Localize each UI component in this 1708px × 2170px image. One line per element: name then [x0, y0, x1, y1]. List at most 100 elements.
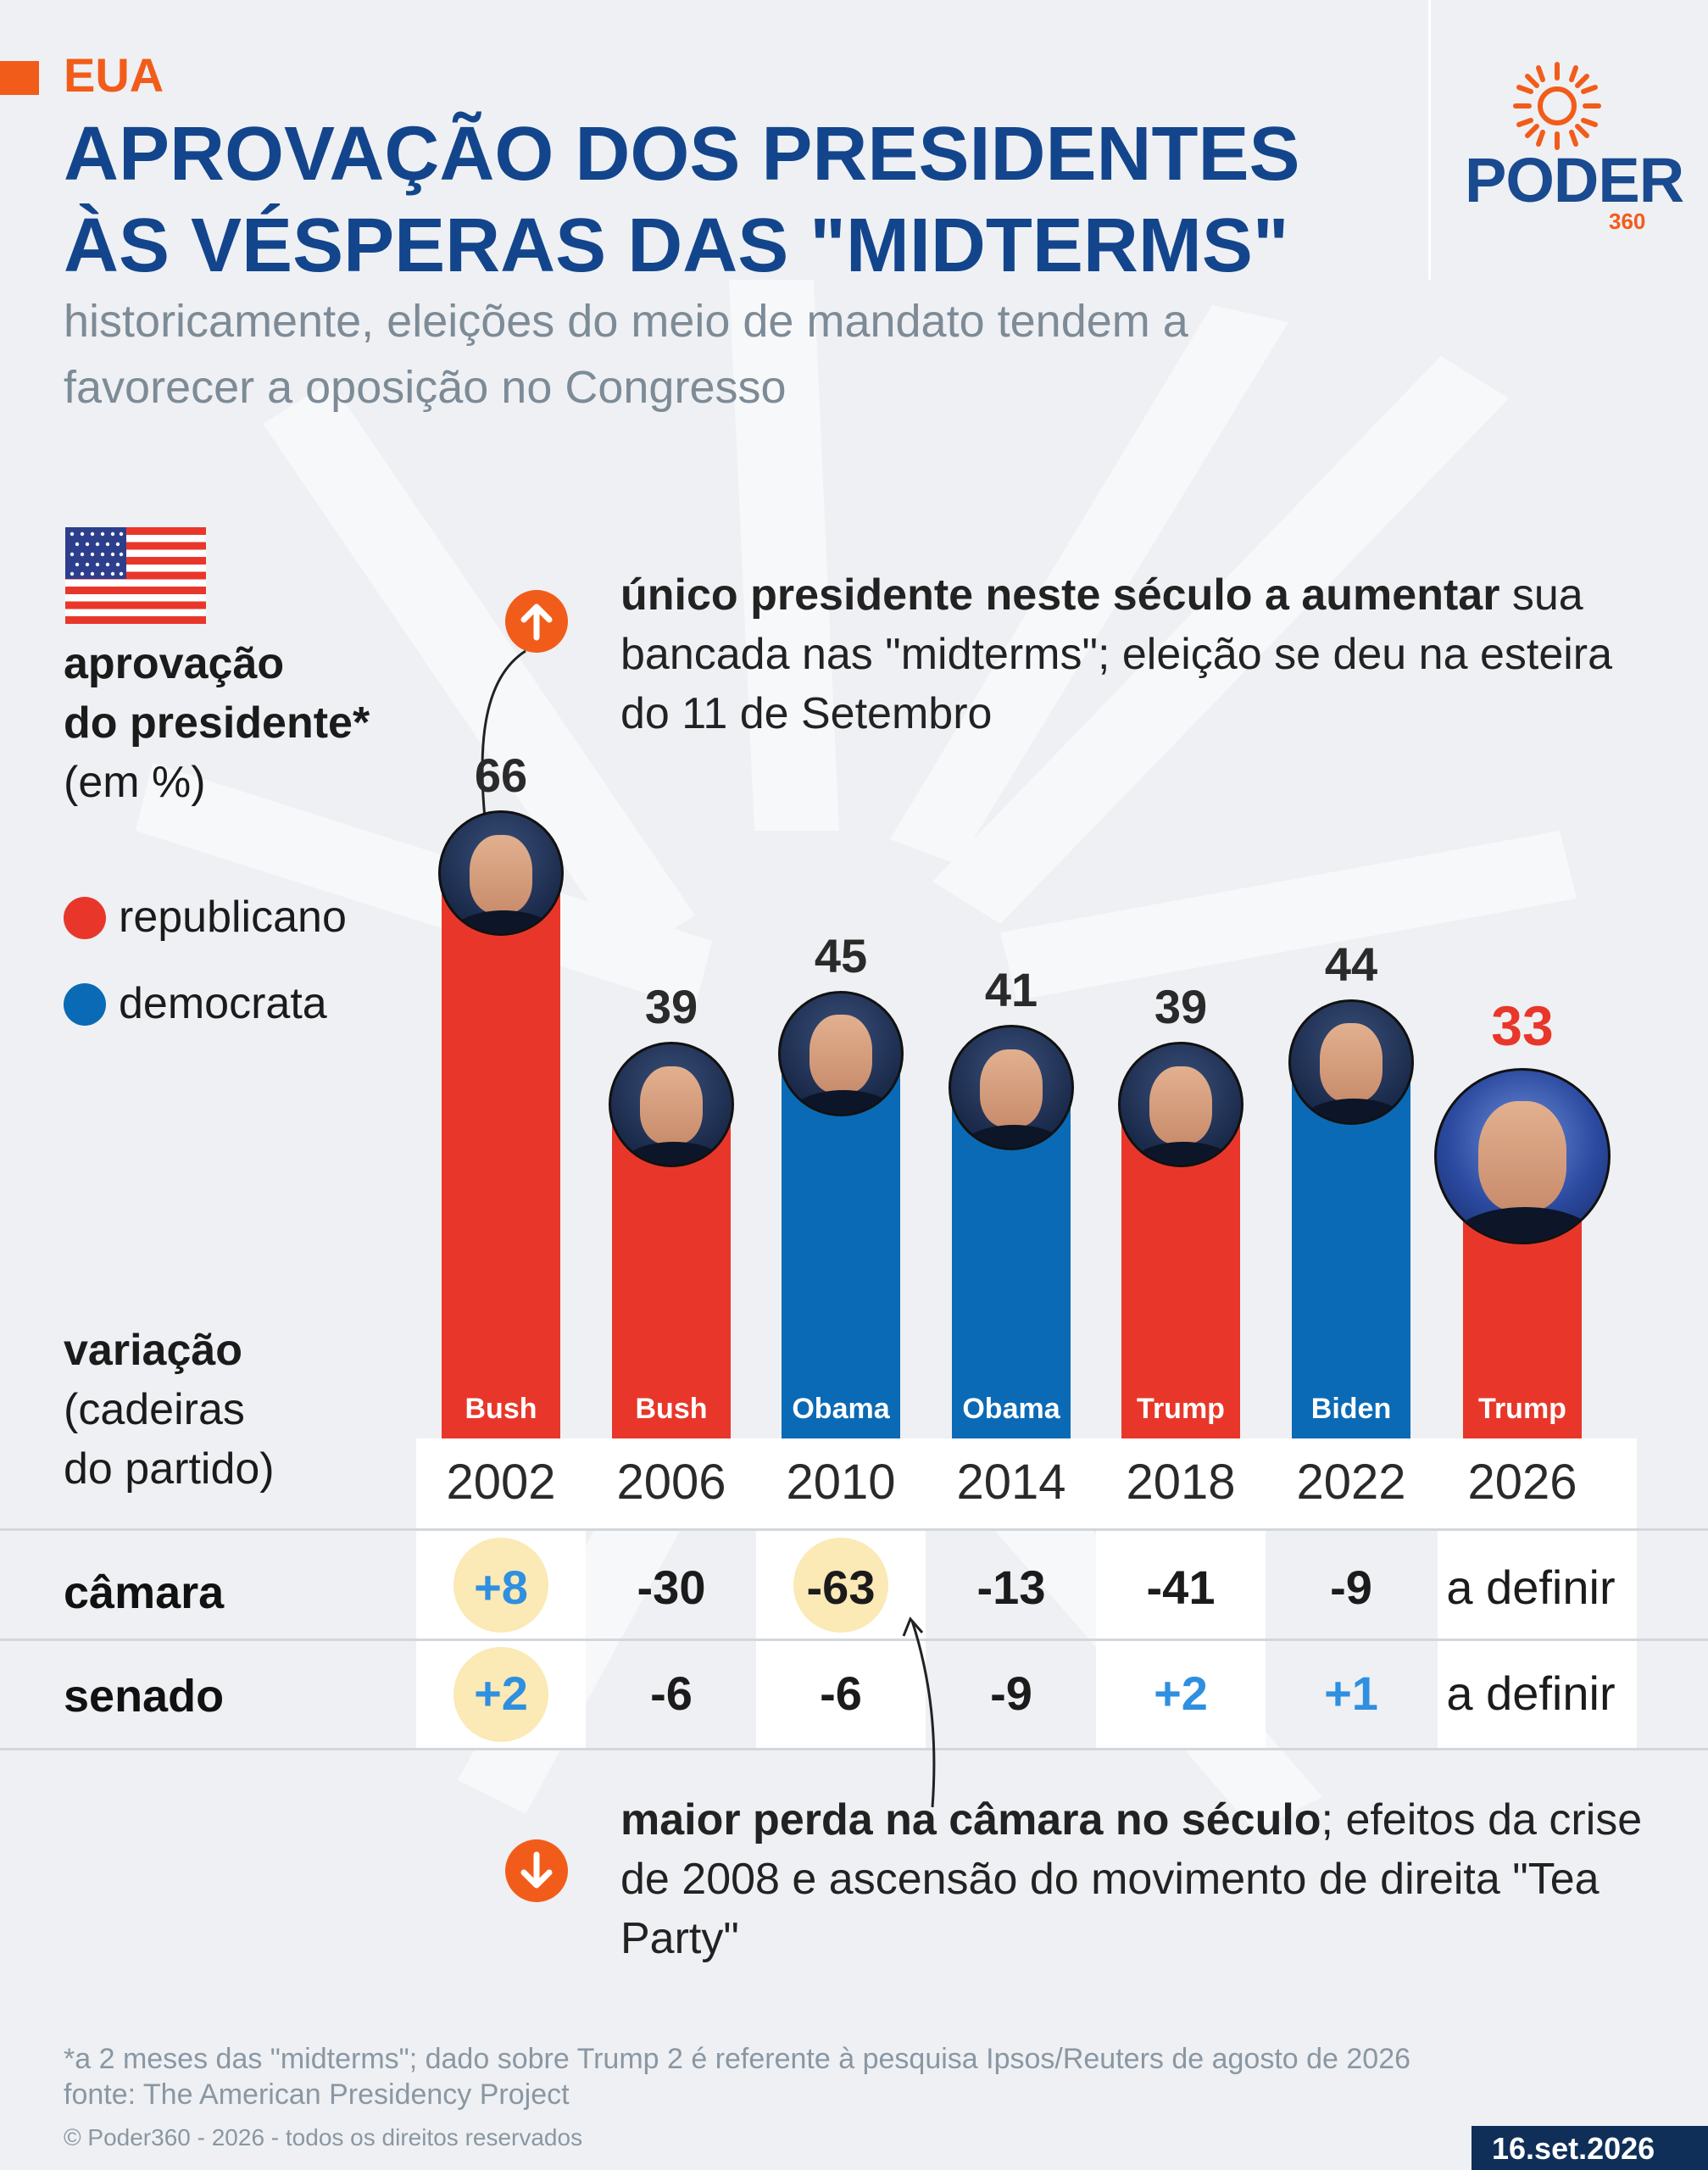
president-avatar-2006 — [609, 1042, 734, 1168]
president-name-2006: Bush — [635, 1393, 708, 1425]
annotation-bottom-bold: maior perda na câmara no século — [620, 1795, 1321, 1844]
president-name-2010: Obama — [792, 1393, 890, 1425]
house_change-cell-2002: +8 — [474, 1561, 528, 1614]
bar-2022 — [1292, 1061, 1410, 1438]
table-cell-background — [1438, 1641, 1637, 1748]
president-avatar-2022 — [1288, 999, 1414, 1125]
year-label-2014: 2014 — [956, 1455, 1066, 1510]
senate_change-cell-2014: -9 — [990, 1666, 1032, 1720]
president-suit — [1130, 1141, 1237, 1166]
value-label-2022: 44 — [1324, 937, 1378, 991]
president-suit — [450, 910, 557, 934]
year-label-2006: 2006 — [616, 1455, 726, 1510]
president-avatar-2026 — [1434, 1067, 1611, 1244]
value-label-2006: 39 — [644, 980, 698, 1034]
y-axis-label-line2: do presidente* — [64, 698, 370, 748]
year-label-2026: 2026 — [1467, 1455, 1577, 1510]
highlight-circle-house_change-2002 — [453, 1537, 548, 1633]
president-face — [980, 1049, 1043, 1128]
house_change-cell-2022: -9 — [1330, 1561, 1372, 1614]
president-face — [640, 1066, 703, 1145]
value-label-2002: 66 — [474, 748, 528, 803]
annotation-top: único presidente neste século a aumentar… — [620, 565, 1663, 743]
senate_change-cell-2022: +1 — [1324, 1666, 1378, 1720]
senate_change-cell-2026: a definir — [1446, 1666, 1616, 1720]
arrow-up-icon — [505, 590, 568, 653]
president-name-2018: Trump — [1137, 1393, 1225, 1425]
senate_change-cell-2010: -6 — [820, 1666, 862, 1720]
president-avatar-2014 — [949, 1024, 1074, 1150]
president-face — [809, 1015, 872, 1093]
house_change-cell-2018: -41 — [1146, 1561, 1216, 1614]
table-cell-background — [1096, 1531, 1266, 1639]
date-badge — [1472, 2126, 1708, 2170]
footnote: *a 2 meses das "midterms"; dado sobre Tr… — [64, 2043, 1411, 2075]
bar-2002 — [442, 873, 560, 1438]
arrow-down-icon — [505, 1839, 568, 1902]
president-name-2014: Obama — [962, 1393, 1060, 1425]
value-label-2018: 39 — [1154, 980, 1208, 1034]
legend-dot-republicano — [64, 897, 106, 939]
senate_change-cell-2006: -6 — [650, 1666, 693, 1720]
president-face — [1320, 1023, 1383, 1102]
house_change-cell-2026: a definir — [1446, 1561, 1616, 1614]
house_change-cell-2014: -13 — [976, 1561, 1046, 1614]
president-face — [1478, 1101, 1566, 1212]
legend-label-democrata: democrata — [119, 979, 327, 1028]
row-title-house: câmara — [64, 1567, 225, 1618]
table-divider-top — [0, 1528, 1708, 1531]
president-face — [470, 835, 532, 914]
president-suit — [960, 1124, 1067, 1148]
senate_change-cell-2002: +2 — [474, 1666, 528, 1720]
source: fonte: The American Presidency Project — [64, 2078, 570, 2111]
annotation-bottom: maior perda na câmara no século; efeitos… — [620, 1790, 1663, 1968]
house_change-cell-2010: -63 — [806, 1561, 876, 1614]
bar-2010 — [782, 1053, 900, 1438]
value-label-2010: 45 — [814, 928, 868, 982]
house_change-cell-2006: -30 — [637, 1561, 706, 1614]
section-marker — [0, 61, 39, 95]
variation-label: variação (cadeiras do partido) — [64, 1321, 403, 1499]
year-label-2002: 2002 — [446, 1455, 556, 1510]
senate_change-cell-2018: +2 — [1154, 1666, 1208, 1720]
logo-wordmark: PODER — [1465, 145, 1684, 215]
usa-flag-icon — [65, 527, 206, 624]
variation-label-line3: do partido) — [64, 1444, 275, 1494]
page-title: APROVAÇÃO DOS PRESIDENTES ÀS VÉSPERAS DA… — [64, 112, 1300, 288]
annotation-bottom-arrow — [902, 1616, 936, 1808]
president-suit — [1300, 1099, 1407, 1122]
president-suit — [620, 1141, 727, 1166]
table-cell-background — [756, 1641, 926, 1748]
page-subtitle: historicamente, eleições do meio de mand… — [64, 296, 1188, 413]
table-cell-background — [1096, 1641, 1266, 1748]
president-avatar-2010 — [778, 990, 904, 1116]
president-suit — [1449, 1206, 1600, 1242]
row-title-senate: senado — [64, 1671, 225, 1722]
president-name-2022: Biden — [1310, 1393, 1392, 1425]
section-label: EUA — [64, 48, 164, 102]
president-avatar-2002 — [438, 810, 564, 937]
table-cell-background — [1438, 1531, 1637, 1639]
approval-bar-chart — [442, 873, 1582, 1438]
highlight-circle-senate_change-2002 — [453, 1647, 548, 1742]
highlight-circle-house_change-2010 — [793, 1537, 888, 1633]
variation-label-line1: variação — [64, 1326, 243, 1375]
year-label-2018: 2018 — [1126, 1455, 1236, 1510]
value-label-2014: 41 — [984, 962, 1038, 1016]
president-name-2002: Bush — [465, 1393, 537, 1425]
y-axis-label-line1: aprovação — [64, 639, 285, 688]
annotation-top-text: sua bancada nas "midterms"; eleição se d… — [620, 570, 1613, 738]
y-axis-label-line3: (em %) — [64, 758, 206, 807]
annotation-bottom-text: ; efeitos da crise de 2008 e ascensão do… — [620, 1795, 1643, 1963]
logo-suffix: 360 — [1609, 209, 1646, 234]
year-row-background — [416, 1438, 1637, 1528]
variation-label-line2: (cadeiras — [64, 1385, 245, 1434]
table-divider-middle — [0, 1639, 1708, 1641]
value-label-2026: 33 — [1491, 993, 1554, 1057]
president-suit — [790, 1090, 897, 1114]
legend-label-republicano: republicano — [119, 893, 347, 942]
year-label-2010: 2010 — [786, 1455, 896, 1510]
legend-dot-democrata — [64, 983, 106, 1026]
sun-logo-icon — [1513, 62, 1601, 150]
